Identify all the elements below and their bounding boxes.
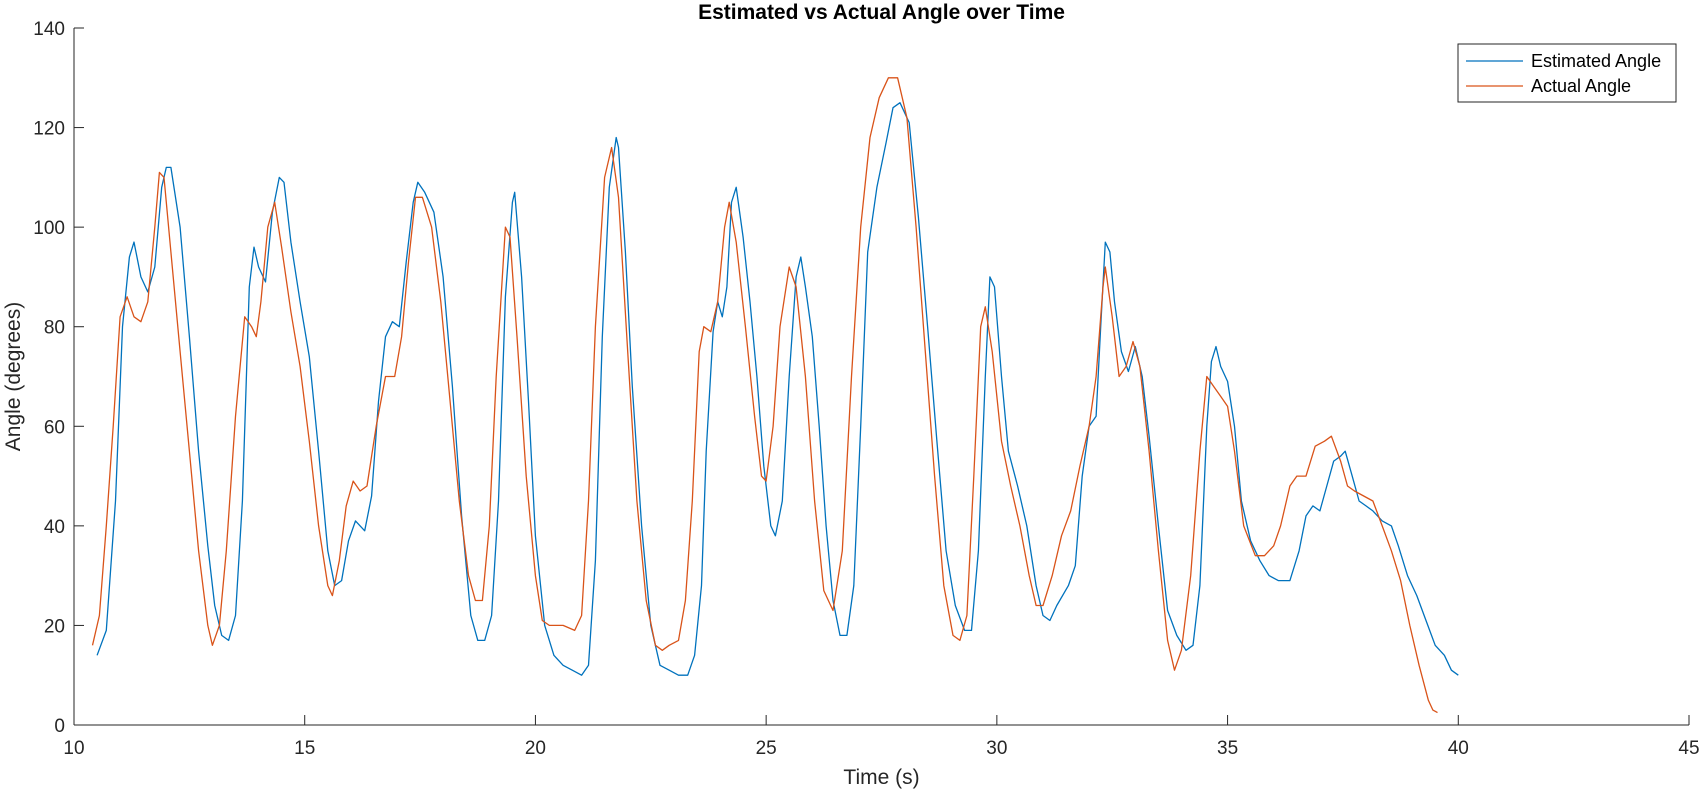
x-tick-label: 20	[525, 738, 546, 759]
y-tick-label: 60	[44, 417, 65, 438]
legend-label: Actual Angle	[1531, 76, 1631, 96]
axes: 10 15 20 25 30 35 40 45 0 20 40 60 80 100 120 140	[33, 19, 1699, 759]
legend-box	[1457, 43, 1677, 103]
x-tick-label: 35	[1217, 738, 1238, 759]
y-tick-label: 100	[33, 218, 65, 239]
legend: Estimated Angle Actual Angle	[1457, 43, 1677, 103]
x-tick-label: 45	[1678, 738, 1699, 759]
y-tick-label: 80	[44, 318, 65, 339]
x-tick-label: 30	[986, 738, 1007, 759]
y-tick-label: 20	[44, 616, 65, 637]
series-line-estimated-angle	[96, 102, 1459, 676]
y-tick-label: 140	[33, 19, 65, 40]
series-line-actual-angle	[91, 77, 1438, 714]
y-axis-title: Angle (degrees)	[2, 302, 25, 451]
chart-title: Estimated vs Actual Angle over Time	[698, 1, 1065, 24]
x-tick-label: 25	[756, 738, 777, 759]
y-tick-label: 0	[54, 716, 65, 737]
y-tick-label: 120	[33, 119, 65, 140]
legend-label: Estimated Angle	[1531, 51, 1661, 71]
x-tick-label: 10	[63, 738, 84, 759]
x-axis-title: Time (s)	[843, 766, 919, 789]
y-tick-label: 40	[44, 517, 65, 538]
x-tick-label: 40	[1448, 738, 1469, 759]
x-tick-label: 15	[294, 738, 315, 759]
